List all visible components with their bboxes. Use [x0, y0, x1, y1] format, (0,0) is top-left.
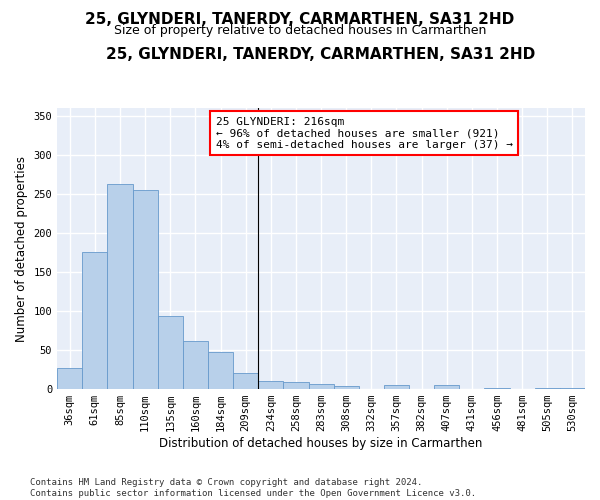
Bar — [258, 382, 283, 389]
Bar — [535, 388, 560, 389]
Bar — [158, 316, 183, 389]
Text: 25, GLYNDERI, TANERDY, CARMARTHEN, SA31 2HD: 25, GLYNDERI, TANERDY, CARMARTHEN, SA31 … — [85, 12, 515, 28]
X-axis label: Distribution of detached houses by size in Carmarthen: Distribution of detached houses by size … — [160, 437, 483, 450]
Bar — [133, 190, 158, 389]
Bar — [233, 374, 258, 389]
Text: Size of property relative to detached houses in Carmarthen: Size of property relative to detached ho… — [114, 24, 486, 37]
Bar — [560, 388, 585, 389]
Bar — [107, 184, 133, 389]
Y-axis label: Number of detached properties: Number of detached properties — [15, 156, 28, 342]
Bar — [283, 382, 308, 389]
Title: 25, GLYNDERI, TANERDY, CARMARTHEN, SA31 2HD: 25, GLYNDERI, TANERDY, CARMARTHEN, SA31 … — [106, 48, 536, 62]
Bar — [82, 252, 107, 389]
Bar — [183, 342, 208, 389]
Text: 25 GLYNDERI: 216sqm
← 96% of detached houses are smaller (921)
4% of semi-detach: 25 GLYNDERI: 216sqm ← 96% of detached ho… — [215, 116, 512, 150]
Text: Contains HM Land Registry data © Crown copyright and database right 2024.
Contai: Contains HM Land Registry data © Crown c… — [30, 478, 476, 498]
Bar — [484, 388, 509, 389]
Bar — [57, 368, 82, 389]
Bar — [434, 385, 460, 389]
Bar — [384, 385, 409, 389]
Bar — [208, 352, 233, 389]
Bar — [308, 384, 334, 389]
Bar — [334, 386, 359, 389]
